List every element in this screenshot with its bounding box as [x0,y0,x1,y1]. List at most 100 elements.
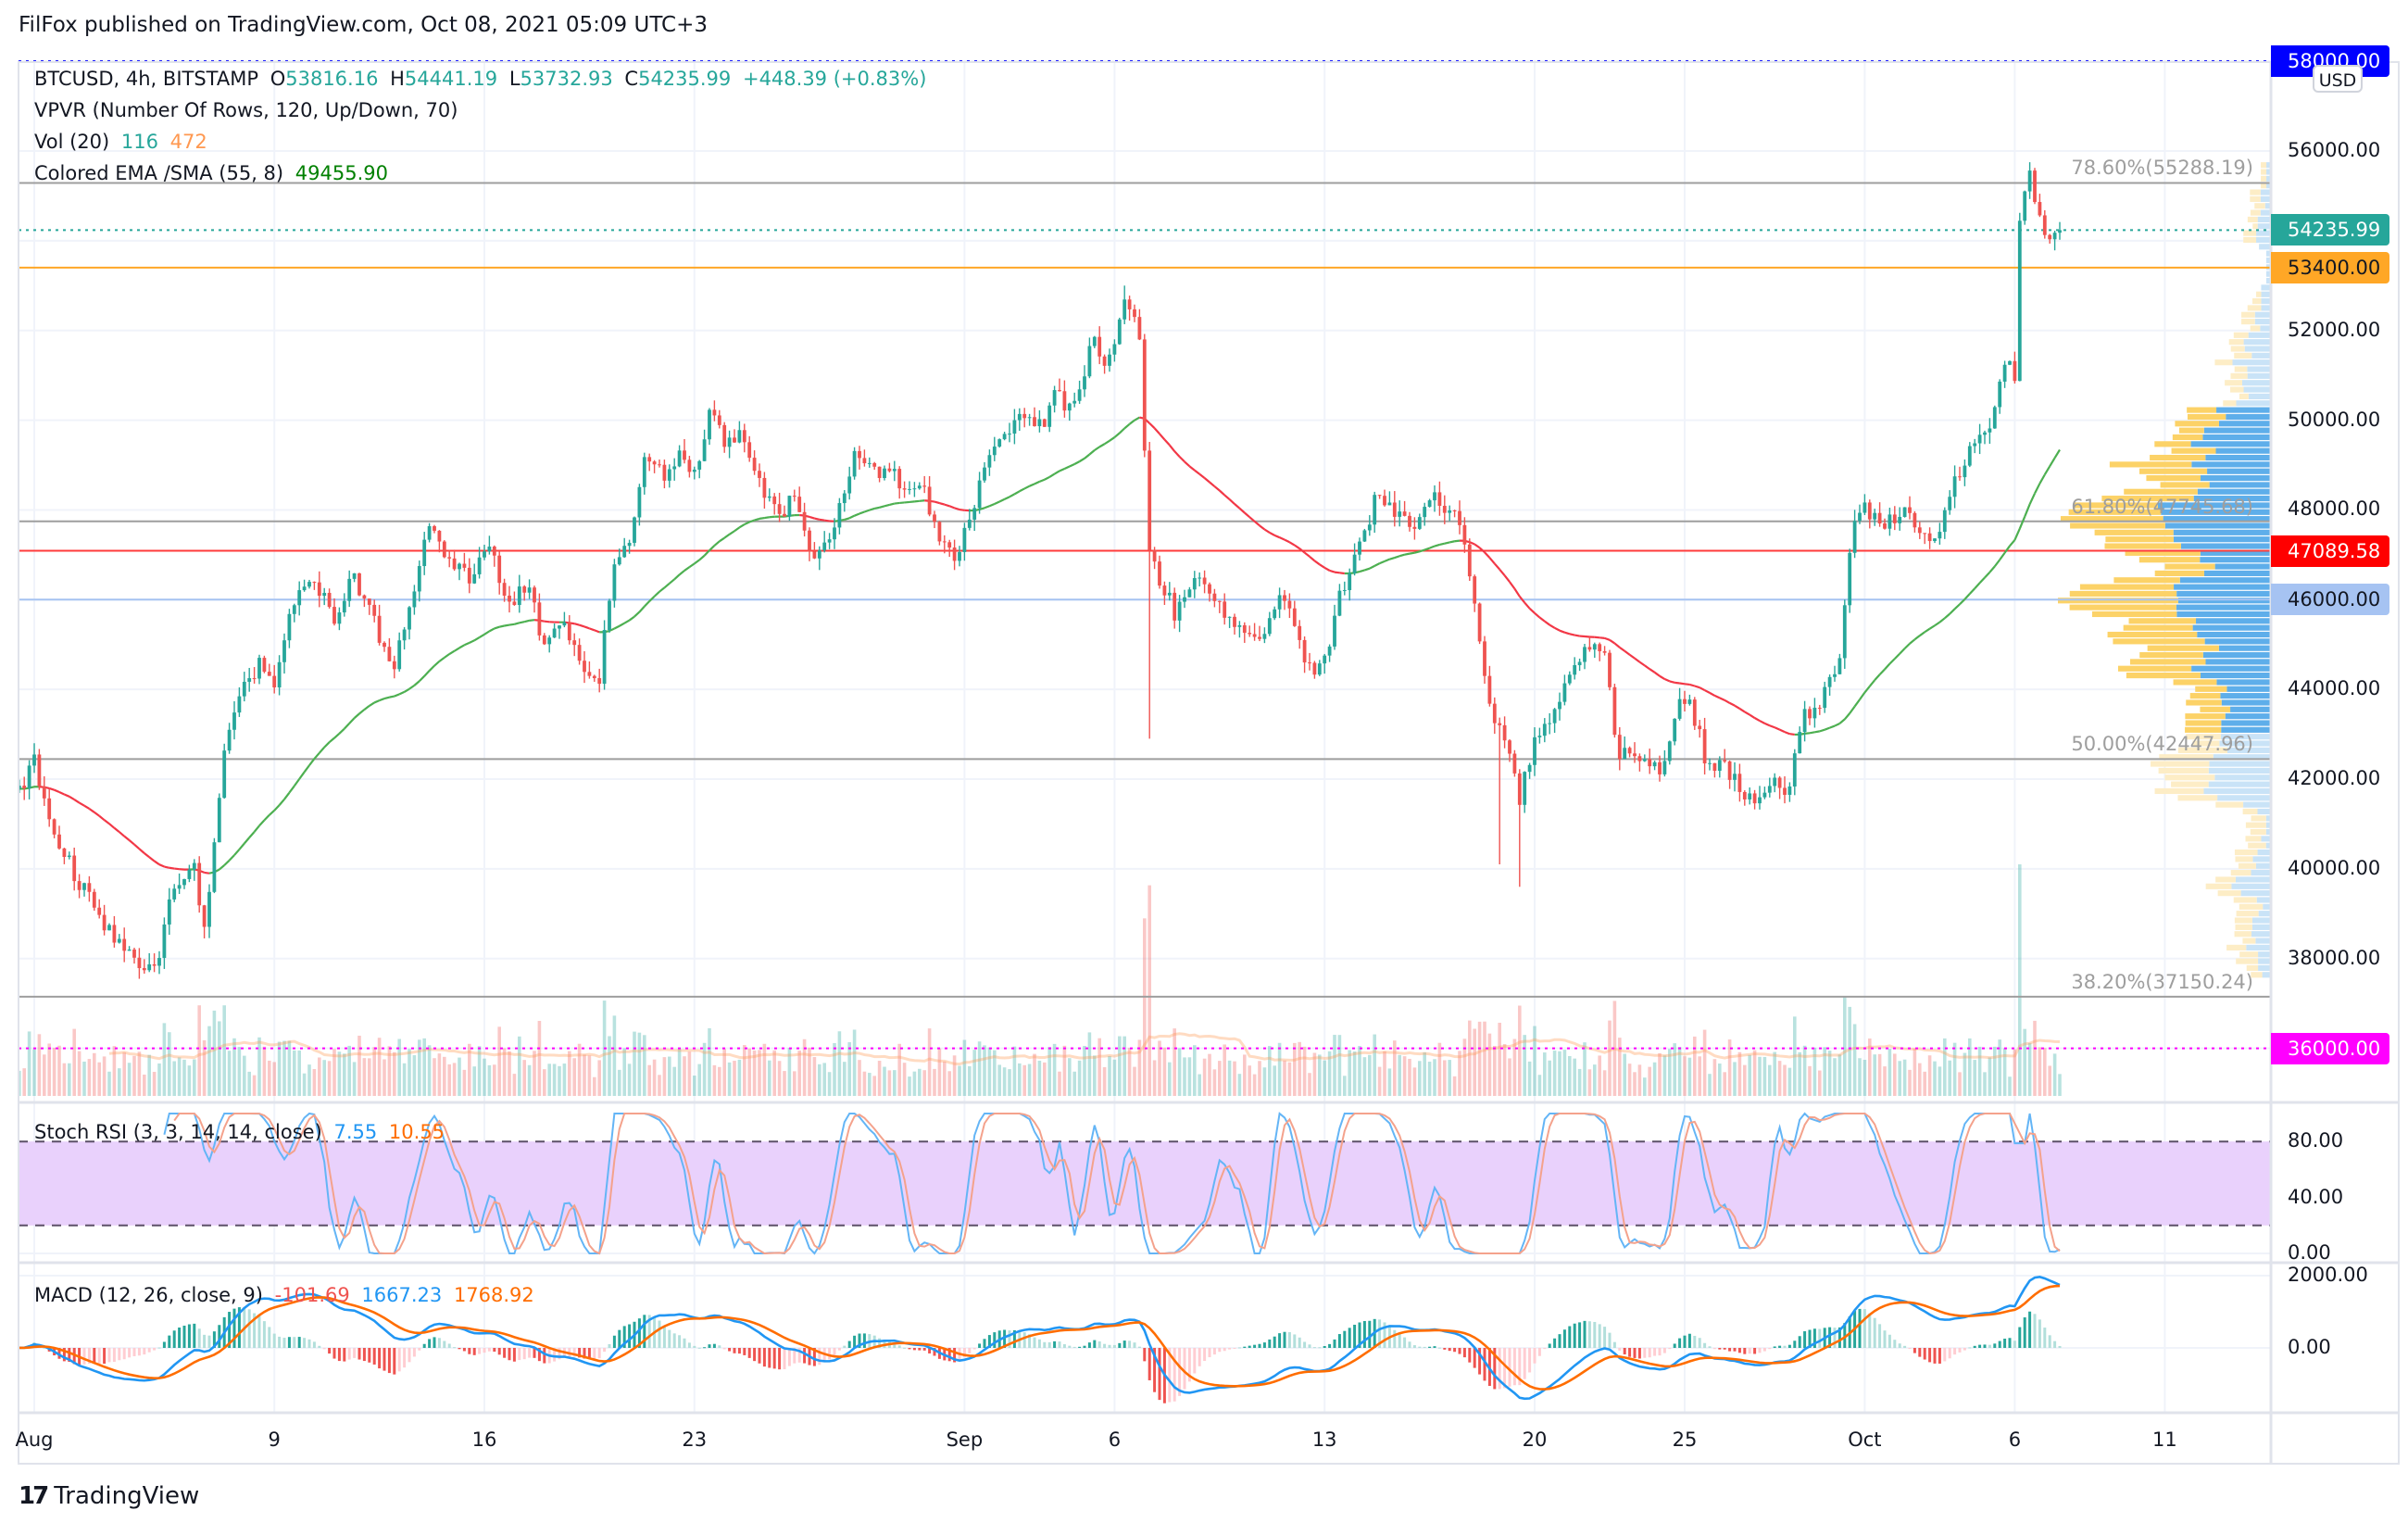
macd-histogram-bar [1218,1348,1222,1353]
vpvr-legend[interactable]: VPVR (Number Of Rows, 120, Up/Down, 70) [34,99,463,121]
macd-histogram-bar [1072,1346,1076,1348]
volume-bar [1108,1055,1111,1096]
ema-segment [1309,555,1316,562]
candle-body [1477,603,1482,642]
macd-histogram-bar [1768,1348,1772,1350]
ema-segment [263,814,270,822]
macd-histogram-bar [2048,1335,2051,1348]
macd-histogram-bar [1398,1333,1401,1348]
volume-bar [362,1058,367,1096]
ema-segment [1263,528,1271,534]
macd-histogram-bar [1708,1346,1712,1348]
macd-histogram-bar [1718,1348,1722,1350]
volume-bar [172,1061,176,1096]
volume-bar [352,1062,357,1096]
volume-bar [937,1048,942,1096]
ema-segment [713,540,721,547]
candle-body [332,607,336,624]
candle-body [107,925,111,931]
ema-segment [1659,674,1665,680]
macd-histogram-bar [203,1334,207,1348]
candle-body [1237,624,1242,627]
volume-bar [522,1060,526,1096]
ema-segment [1888,658,1896,665]
candle-body [1287,600,1292,609]
vpvr-down-bar [2254,203,2265,209]
candle-body [187,869,192,879]
volume-legend[interactable]: Vol (20) 116 472 [34,131,213,153]
price-tick-label: 50000.00 [2288,408,2381,431]
candle-body [1192,577,1197,590]
ema-segment [1878,668,1886,675]
volume-bar [1012,1046,1017,1096]
tradingview-logo[interactable]: 17 TradingView [19,1482,199,1510]
price-tick-label: 48000.00 [2288,497,2381,521]
candle-body [537,602,542,636]
ema-segment [273,804,281,812]
volume-bar [2008,1076,2012,1096]
vpvr-up-bar [2240,890,2271,897]
candle-body [1617,735,1622,760]
ema-segment [1829,724,1836,729]
macd-histogram-bar [472,1348,476,1355]
macd-histogram-bar [1503,1348,1507,1389]
volume-bar [132,1055,136,1096]
volume-bar [1627,1064,1632,1096]
candle-body [252,678,257,680]
candle-body [517,586,521,606]
volume-bar [1377,1066,1382,1096]
ema-segment [899,501,905,505]
macd-histogram-bar [82,1348,86,1365]
candle-body [1148,450,1152,550]
vpvr-up-bar [2208,781,2271,787]
ema-segment [1288,541,1296,547]
volume-bar [293,1050,296,1096]
ema-segment [1779,728,1786,734]
macd-histogram-bar [458,1348,461,1350]
ema-legend[interactable]: Colored EMA /SMA (55, 8) 49455.90 [34,162,394,184]
candle-body [1742,791,1747,799]
macd-histogram-bar [1653,1348,1657,1356]
ema-segment [58,790,65,796]
ema-segment [428,664,435,672]
ema-segment [954,507,960,511]
candle-body [87,883,92,892]
vpvr-down-bar [2171,781,2209,787]
ema-segment [448,649,456,655]
macd-legend[interactable]: MACD (12, 26, close, 9) -101.69 1667.23 … [34,1284,540,1306]
currency-button[interactable]: USD [2313,65,2363,93]
volume-bar [1333,1035,1336,1096]
volume-bar [1327,1051,1332,1096]
vpvr-up-bar [2257,216,2271,223]
volume-bar [1208,1053,1211,1096]
macd-histogram-bar [383,1348,386,1371]
symbol-legend[interactable]: BTCUSD, 4h, BITSTAMP O53816.16 H54441.19… [34,68,932,90]
ema-segment [1449,540,1455,544]
macd-histogram-bar [508,1348,511,1361]
ema-segment [389,695,395,699]
volume-bar [668,1056,671,1096]
macd-histogram-bar [1978,1344,1982,1348]
ema-segment [814,517,821,521]
macd-histogram-bar [1228,1348,1232,1350]
vpvr-down-bar [2154,787,2204,795]
volume-bar [868,1073,872,1096]
volume-bar [243,1055,246,1096]
candle-body [1542,724,1547,736]
volume-bar [1368,1054,1372,1096]
volume-bar [397,1038,401,1096]
macd-histogram-bar [697,1347,701,1349]
ema-segment [1894,652,1900,660]
candle-body [837,503,842,528]
candle-body [742,430,746,443]
vpvr-down-bar [2185,726,2222,733]
candle-body [422,539,427,567]
volume-bar [157,1063,161,1096]
stoch-legend[interactable]: Stoch RSI (3, 3, 14, 14, close) 7.55 10.… [34,1121,450,1143]
vpvr-up-bar [2220,693,2271,699]
macd-histogram-bar [1623,1348,1626,1355]
vpvr-down-bar [2175,421,2219,427]
volume-bar [1888,1049,1892,1096]
candle-body [933,514,936,522]
